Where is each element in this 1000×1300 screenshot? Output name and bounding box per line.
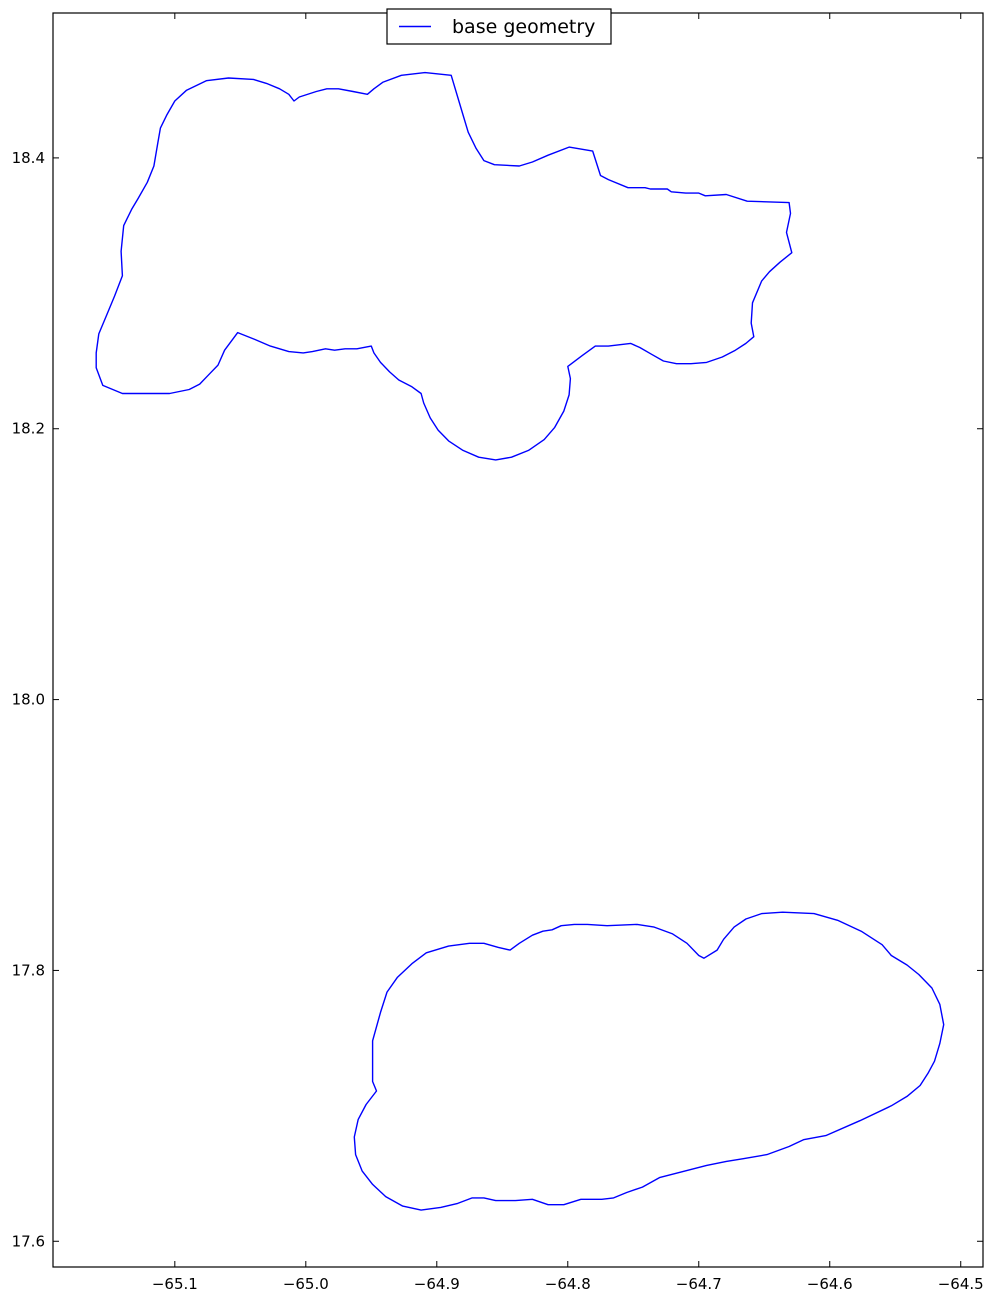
x-tick-label: −64.9 [414,1275,460,1293]
x-tick-label: −65.1 [152,1275,198,1293]
x-tick-label: −64.6 [807,1275,853,1293]
plot-frame [52,12,984,1268]
x-tick-label: −65.0 [283,1275,329,1293]
y-tick-label: 17.8 [12,961,45,979]
x-tick-label: −64.7 [676,1275,722,1293]
y-tick-label: 18.0 [12,691,45,709]
legend: base geometry [386,8,612,45]
series-line-0-polygon-1 [353,911,945,1211]
y-tick-label: 18.2 [12,420,45,438]
series-line-0-polygon-0 [95,71,793,461]
legend-label-base-geometry: base geometry [452,16,595,38]
y-tick-label: 17.6 [12,1232,45,1250]
x-tick-label: −64.5 [938,1275,984,1293]
ticks-layer: −65.1 −65.0 −64.9 −64.8 −64.7 −64.6 −64.5 17.6 1… [12,13,984,1293]
y-tick-label: 18.4 [12,149,45,167]
data-layer [95,71,945,1211]
x-tick-label: −64.8 [545,1275,591,1293]
